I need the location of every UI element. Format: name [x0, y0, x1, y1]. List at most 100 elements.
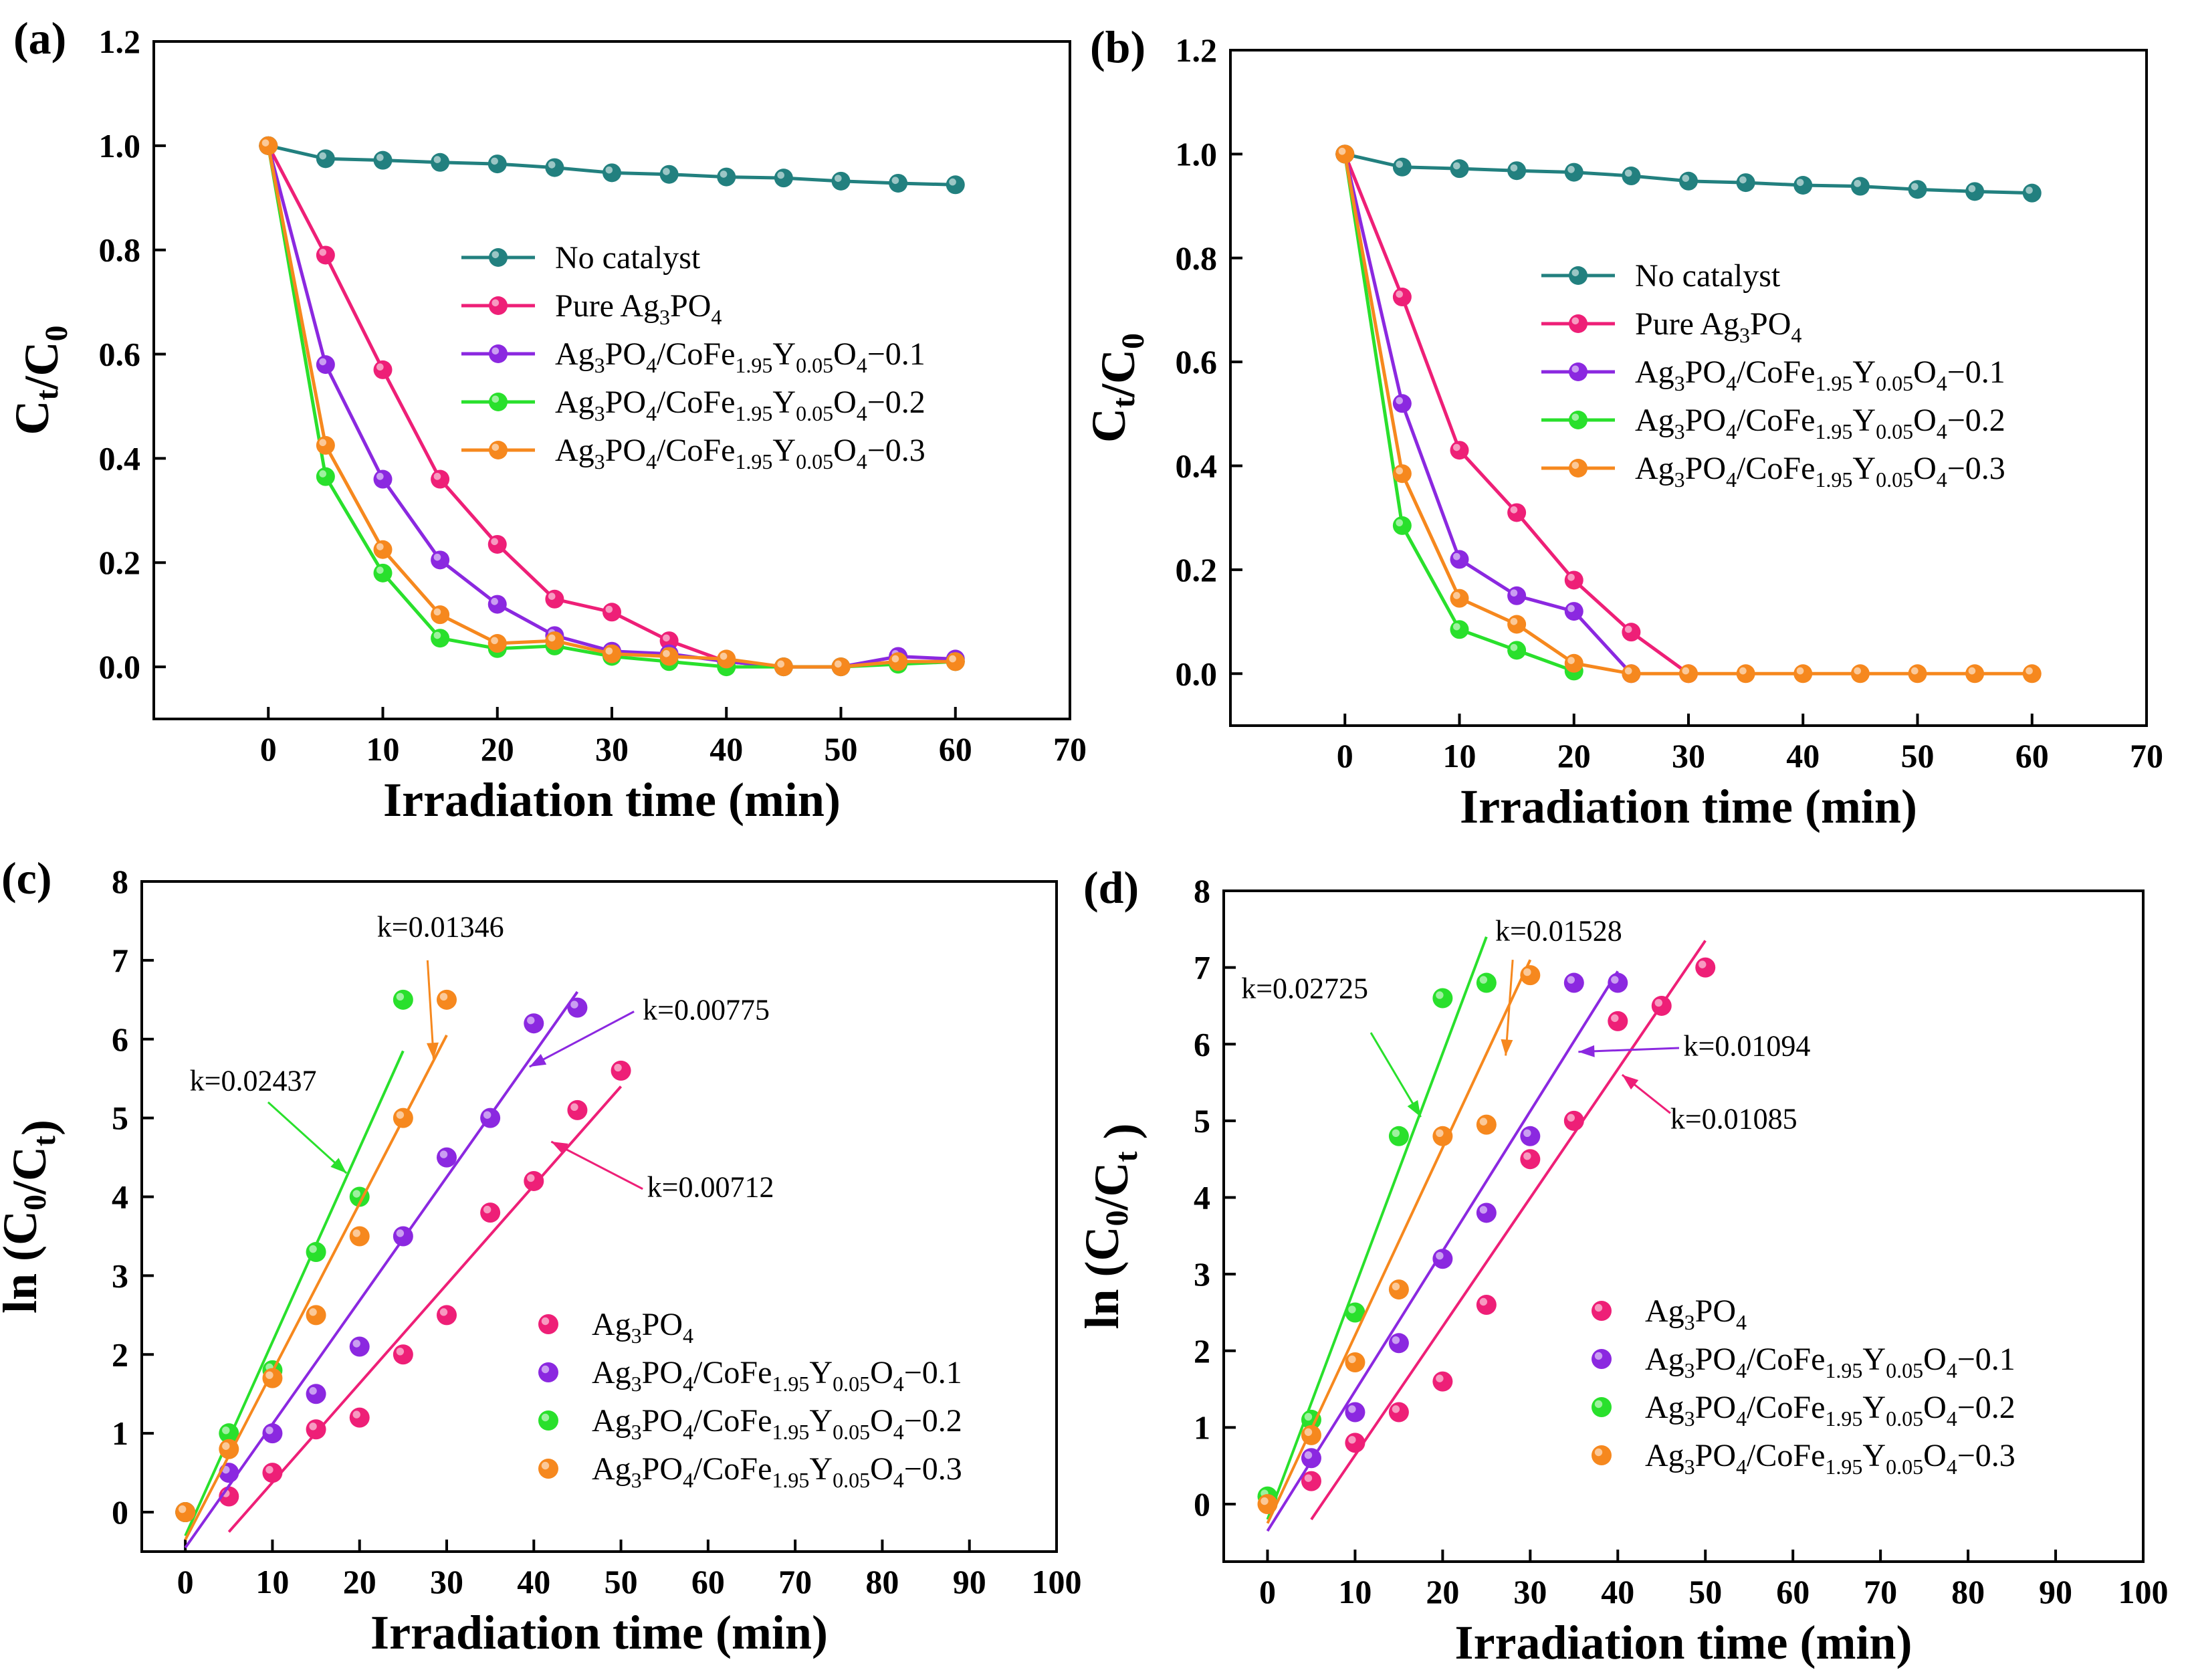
fit-line	[184, 1050, 405, 1537]
x-tick-label: 60	[1776, 1573, 1810, 1610]
data-point	[946, 652, 965, 671]
data-point	[2022, 183, 2042, 203]
data-point	[545, 158, 564, 177]
annotation-arrowhead	[426, 1042, 439, 1059]
x-tick-label: 60	[691, 1563, 725, 1600]
data-point	[487, 534, 507, 554]
data-point	[1476, 1202, 1497, 1223]
data-point	[1965, 664, 1985, 684]
data-point	[1622, 167, 1641, 186]
x-axis-title: Irradiation time (min)	[1455, 1616, 1912, 1669]
legend: No catalyst Pure Ag3PO4 Ag3PO4/CoFe1.95Y0.…	[461, 240, 925, 474]
legend-item: No catalyst	[1541, 258, 1781, 294]
data-point	[1507, 615, 1527, 634]
y-axis-title: ln (C0/Ct )	[1075, 1124, 1147, 1330]
data-point	[316, 245, 335, 265]
y-tick-label: 0.0	[99, 648, 141, 686]
annotation-arrowhead	[1622, 1075, 1639, 1090]
rate-annotation: k=0.01528	[1495, 915, 1622, 1056]
data-point	[611, 1060, 631, 1081]
annotation-arrowhead	[551, 1142, 568, 1155]
fit-line	[1310, 940, 1707, 1521]
data-point	[1908, 664, 1927, 684]
legend-item: Ag3PO4/CoFe1.95Y0.05O4−0.2	[461, 385, 925, 425]
data-point	[306, 1305, 326, 1326]
x-tick-label: 70	[778, 1563, 812, 1600]
x-tick-label: 20	[1557, 737, 1591, 774]
legend-marker	[1569, 362, 1588, 381]
legend-marker	[1569, 459, 1588, 478]
data-point	[1564, 570, 1583, 590]
x-tick-label: 30	[1672, 737, 1705, 774]
data-point	[480, 1202, 501, 1223]
data-point	[1564, 653, 1583, 673]
data-point	[1563, 1110, 1584, 1131]
x-tick-label: 30	[595, 730, 629, 768]
data-point	[774, 169, 793, 188]
data-point	[316, 149, 335, 169]
data-point	[431, 469, 450, 489]
x-tick-label: 60	[939, 730, 972, 768]
data-point	[431, 152, 450, 172]
data-point	[1450, 159, 1469, 179]
data-point	[1345, 1433, 1365, 1453]
data-point	[1450, 441, 1469, 460]
data-point	[567, 1099, 588, 1120]
data-point	[1345, 1302, 1365, 1323]
data-point	[431, 605, 450, 625]
data-point	[1476, 1294, 1497, 1315]
fit-line	[227, 1085, 623, 1533]
x-tick-label: 40	[517, 1563, 550, 1600]
data-point	[316, 467, 335, 486]
annotation-arrow	[550, 1140, 643, 1190]
data-point	[487, 595, 507, 614]
annotation-arrowhead	[1407, 1099, 1421, 1118]
data-point	[1608, 972, 1628, 993]
x-tick-label: 90	[2039, 1573, 2072, 1610]
y-tick-label: 1.2	[99, 23, 141, 60]
x-tick-label: 10	[366, 730, 400, 768]
rate-annotation: k=0.02725	[1241, 972, 1422, 1118]
legend-label: Ag3PO4	[592, 1307, 693, 1348]
data-point	[1850, 177, 1870, 196]
x-tick-label: 40	[709, 730, 743, 768]
x-tick-label: 30	[1513, 1573, 1547, 1610]
data-point	[1850, 664, 1870, 684]
data-point	[480, 1108, 501, 1128]
data-point	[306, 1242, 326, 1263]
rate-label: k=0.01094	[1684, 1029, 1811, 1062]
x-tick-label: 10	[255, 1563, 289, 1600]
legend-item: Ag3PO4/CoFe1.95Y0.05O4−0.3	[1541, 451, 2005, 492]
y-tick-label: 6	[112, 1021, 128, 1058]
y-tick-label: 3	[1194, 1255, 1210, 1293]
legend-label: Ag3PO4/CoFe1.95Y0.05O4−0.2	[592, 1403, 962, 1444]
x-tick-label: 0	[260, 730, 277, 768]
legend-label: No catalyst	[1635, 258, 1781, 294]
legend-label: No catalyst	[555, 240, 701, 276]
data-point	[393, 1226, 413, 1247]
legend-marker	[538, 1362, 558, 1382]
data-point	[831, 657, 851, 677]
legend-marker	[489, 296, 508, 315]
legend-marker	[1592, 1301, 1612, 1321]
rate-label: k=0.01346	[377, 911, 504, 944]
data-point	[603, 644, 621, 663]
annotation-arrow	[1370, 1032, 1422, 1118]
y-tick-label: 8	[1194, 872, 1210, 910]
legend-label: Ag3PO4/CoFe1.95Y0.05O4−0.3	[1645, 1438, 2015, 1479]
legend-item: Ag3PO4	[538, 1307, 693, 1348]
y-tick-label: 1.2	[1176, 31, 1218, 69]
data-point	[524, 1170, 544, 1191]
legend-label: Ag3PO4/CoFe1.95Y0.05O4−0.1	[1635, 354, 2005, 395]
data-point	[1622, 623, 1641, 642]
legend-item: Ag3PO4/CoFe1.95Y0.05O4−0.1	[1541, 354, 2005, 395]
rate-annotation: k=0.00712	[550, 1140, 774, 1204]
data-point	[1388, 1402, 1409, 1423]
data-point	[524, 1013, 544, 1034]
data-point	[437, 1305, 457, 1326]
rate-label: k=0.01085	[1670, 1102, 1797, 1135]
data-point	[431, 629, 450, 648]
data-point	[659, 165, 679, 184]
x-tick-label: 60	[2015, 737, 2049, 774]
series-ag3po4	[1301, 940, 1716, 1521]
